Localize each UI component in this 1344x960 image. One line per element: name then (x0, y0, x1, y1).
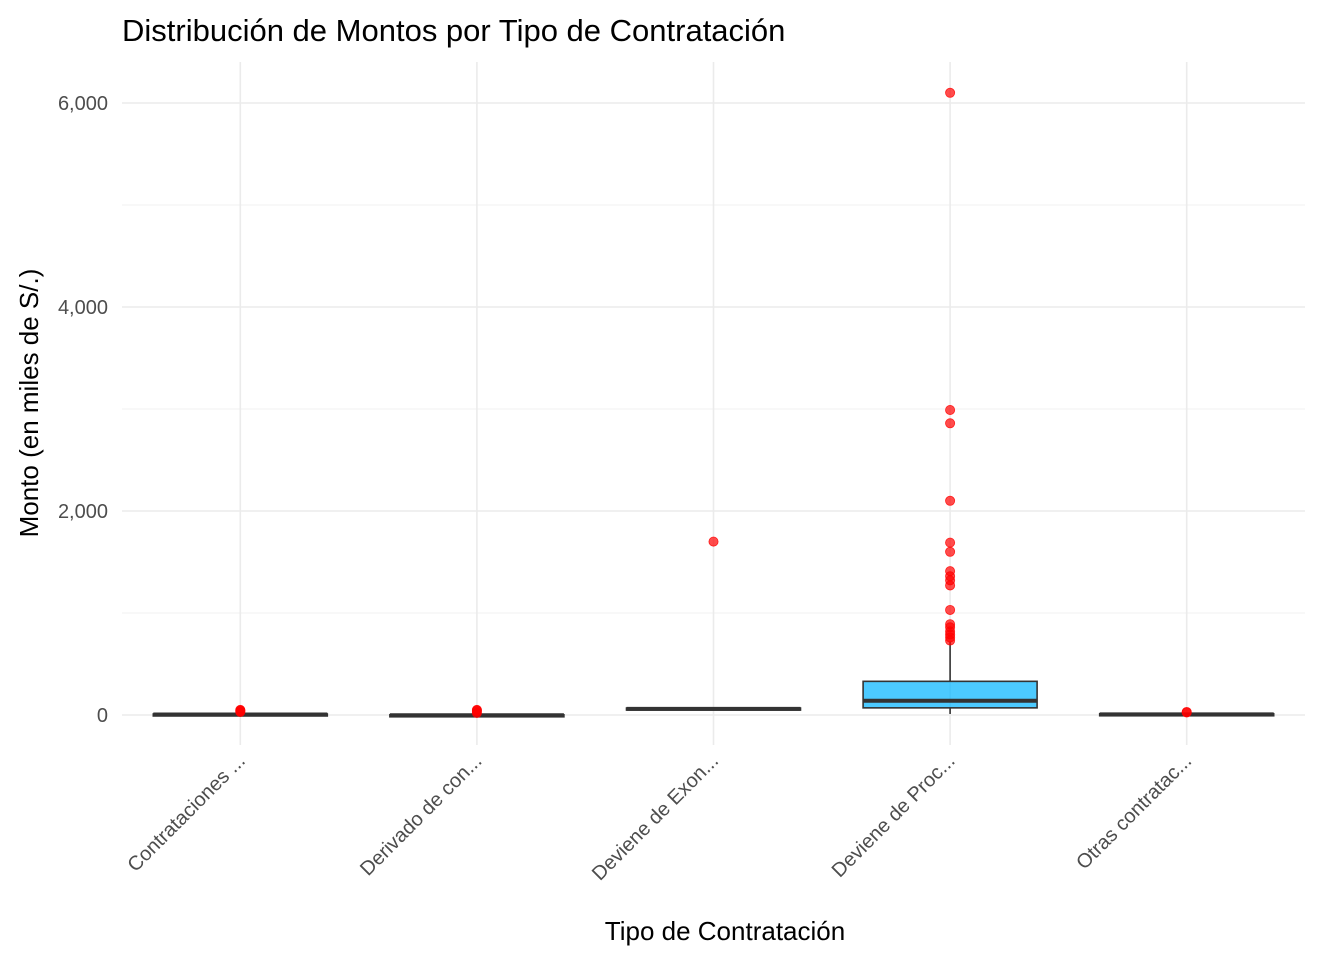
outlier-point (945, 546, 956, 557)
outlier-point (708, 536, 719, 547)
grid (122, 62, 1305, 745)
outlier-point (945, 405, 956, 416)
outlier-point (945, 418, 956, 429)
outlier-point (945, 604, 956, 615)
y-tick-label: 2,000 (58, 501, 108, 523)
chart-title: Distribución de Montos por Tipo de Contr… (122, 13, 785, 48)
boxes (152, 87, 1275, 718)
x-tick-label: Deviene de Exon... (588, 750, 723, 885)
y-axis-title: Monto (en miles de S/.) (14, 269, 44, 538)
outlier-point (945, 87, 956, 98)
outlier-point (945, 537, 956, 548)
x-tick-label: Contrataciones ... (123, 750, 249, 876)
box-group (1098, 706, 1275, 718)
x-axis-ticks: Contrataciones ... Derivado de con... Devi… (123, 750, 1196, 885)
y-tick-label: 6,000 (58, 93, 108, 115)
box-group (389, 704, 565, 718)
y-tick-label: 0 (97, 705, 108, 727)
box-group (862, 87, 1038, 714)
y-tick-label: 4,000 (58, 297, 108, 319)
outlier-point (945, 619, 956, 630)
x-tick-label: Otras contratac... (1072, 750, 1196, 874)
outlier-point (235, 704, 246, 715)
x-tick-label: Derivado de con... (356, 750, 486, 880)
outlier-point (945, 495, 956, 506)
outlier-point (471, 704, 482, 715)
outlier-point (1181, 706, 1192, 717)
x-axis-title: Tipo de Contratación (605, 916, 845, 946)
y-axis-ticks: 0 2,000 4,000 6,000 (58, 93, 108, 727)
box-group (152, 704, 329, 717)
x-tick-label: Deviene de Proc... (828, 750, 960, 882)
box-group (625, 536, 802, 711)
box (862, 680, 1038, 709)
outlier-point (945, 566, 956, 577)
